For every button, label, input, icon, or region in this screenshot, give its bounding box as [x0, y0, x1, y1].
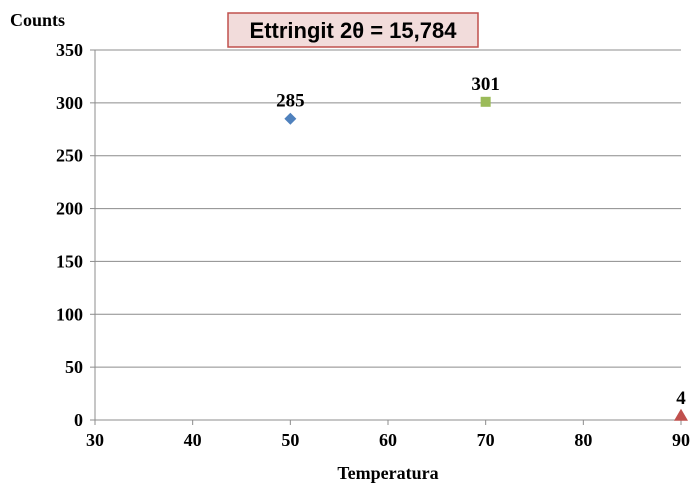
y-tick-label: 0 — [74, 410, 83, 430]
y-axis-title: Counts — [10, 10, 65, 30]
chart-title-box — [227, 12, 479, 48]
data-point-triangle — [674, 408, 688, 421]
x-tick-label: 70 — [477, 430, 495, 450]
x-tick-label: 40 — [184, 430, 202, 450]
y-tick-label: 200 — [56, 199, 83, 219]
data-point-diamond — [284, 112, 297, 125]
data-point-square — [480, 96, 491, 107]
y-tick-label: 100 — [56, 304, 83, 324]
x-tick-label: 30 — [86, 430, 104, 450]
data-points — [284, 96, 688, 421]
chart-title: Ettringit 2θ = 15,784 — [227, 12, 479, 48]
x-tick-label: 60 — [379, 430, 397, 450]
data-labels: 285 301 4 — [276, 74, 686, 409]
x-tick-label: 90 — [672, 430, 690, 450]
x-axis-title: Temperatura — [337, 463, 438, 483]
tick-labels: 0 50 100 150 200 250 300 350 30 40 50 60 70 80 90 — [56, 40, 690, 450]
x-tick-label: 80 — [574, 430, 592, 450]
gridlines — [95, 49, 681, 368]
y-tick-label: 250 — [56, 146, 83, 166]
y-tick-label: 300 — [56, 93, 83, 113]
y-tick-label: 150 — [56, 251, 83, 271]
data-label: 285 — [276, 91, 305, 112]
axes — [90, 49, 682, 425]
x-tick-label: 50 — [281, 430, 299, 450]
y-tick-label: 50 — [65, 357, 83, 377]
y-tick-label: 350 — [56, 40, 83, 60]
data-label: 301 — [471, 74, 500, 95]
chart-title-text: Ettringit 2θ = 15,784 — [250, 18, 458, 43]
data-label: 4 — [676, 388, 686, 409]
